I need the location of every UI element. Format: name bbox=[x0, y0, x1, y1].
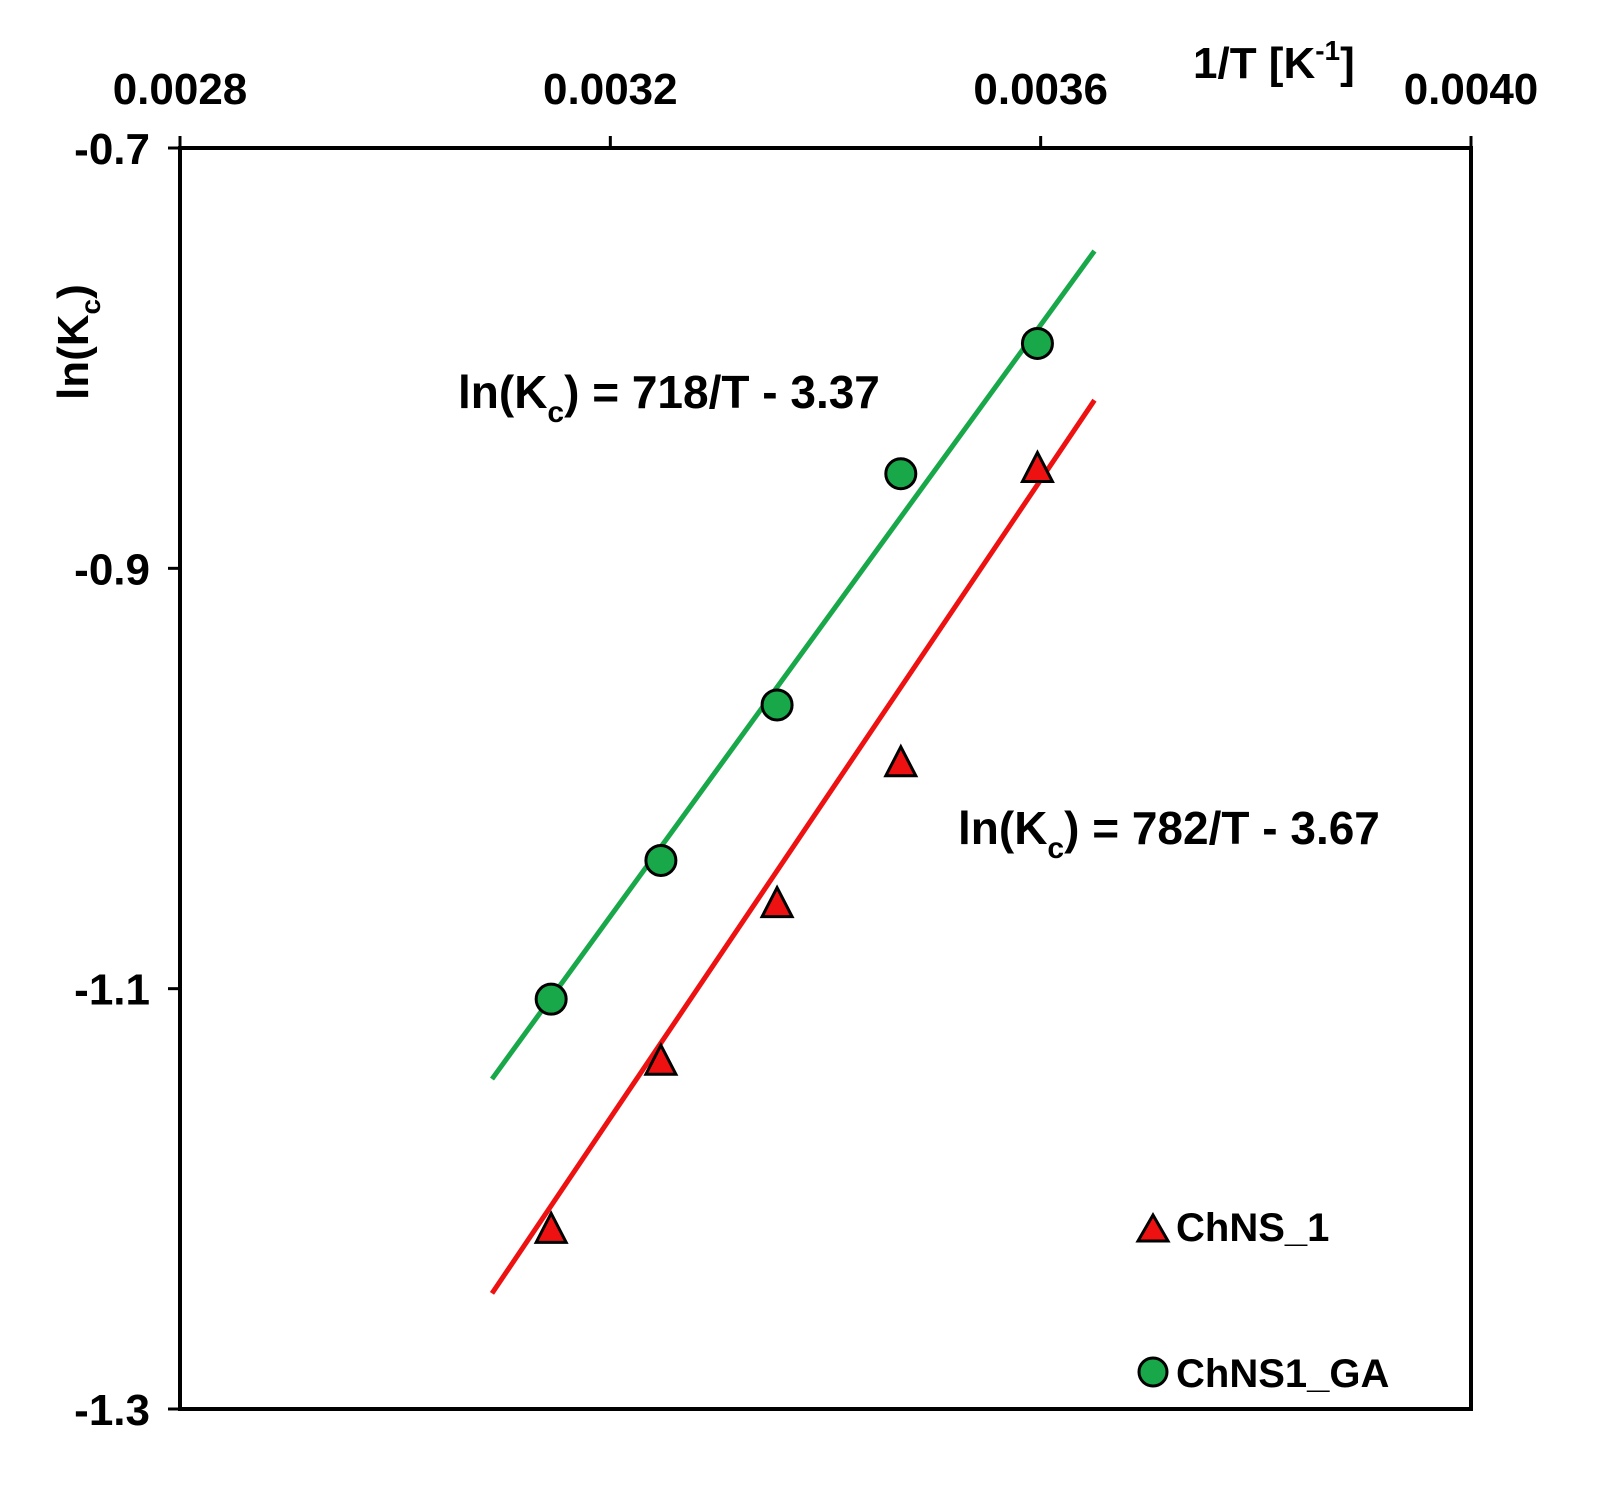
legend-label-chns-1: ChNS_1 bbox=[1176, 1206, 1329, 1250]
data-point-chns1-ga bbox=[884, 457, 918, 491]
legend-triangle-icon bbox=[1135, 1211, 1171, 1243]
equation-chns-1: ln(Kc) = 782/T - 3.67 bbox=[958, 802, 1380, 865]
x-tick-label: 0.0028 bbox=[113, 65, 248, 114]
legend-circle-icon bbox=[1137, 1356, 1169, 1388]
equation-chns-1-subscript: c bbox=[1047, 832, 1064, 865]
x-tick-label: 0.0040 bbox=[1404, 65, 1539, 114]
y-axis-title-subscript: c bbox=[75, 299, 106, 315]
y-axis-title: ln(Kc) bbox=[49, 284, 106, 400]
plot-frame bbox=[178, 146, 1473, 1411]
x-axis-title-superscript: -1 bbox=[1315, 35, 1340, 66]
data-point-chns1-ga bbox=[534, 982, 568, 1016]
x-axis-title-text: 1/T [K bbox=[1193, 39, 1315, 88]
legend: ChNS_1 ChNS1_GA bbox=[1135, 1206, 1389, 1396]
fit-lines bbox=[489, 249, 1097, 1295]
equation-chns1-ga: ln(Kc) = 718/T - 3.37 bbox=[458, 366, 880, 429]
x-axis-title: 1/T [K-1] bbox=[1193, 35, 1355, 88]
data-point-chns-1 bbox=[533, 1210, 569, 1244]
y-tick-label: -1.1 bbox=[74, 966, 150, 1015]
data-point-chns1-ga bbox=[644, 843, 678, 877]
equation-chns-1-prefix: ln(K bbox=[958, 802, 1047, 854]
x-axis-ticks: 0.0028 0.0032 0.0036 0.0040 bbox=[113, 65, 1539, 148]
y-tick-label: -0.9 bbox=[74, 545, 150, 594]
y-tick-label: -1.3 bbox=[74, 1386, 150, 1435]
data-point-chns-1 bbox=[883, 743, 919, 778]
data-point-chns-1 bbox=[643, 1041, 679, 1076]
y-axis-title-suffix: ) bbox=[49, 284, 98, 299]
equation-chns1-ga-prefix: ln(K bbox=[458, 366, 547, 418]
x-tick-label: 0.0036 bbox=[973, 65, 1108, 114]
x-tick-label: 0.0032 bbox=[543, 65, 678, 114]
y-tick-label: -0.7 bbox=[74, 125, 150, 174]
data-point-chns-1 bbox=[759, 884, 795, 919]
equation-chns-1-suffix: ) = 782/T - 3.67 bbox=[1064, 802, 1380, 854]
equation-chns1-ga-suffix: ) = 718/T - 3.37 bbox=[564, 366, 880, 418]
y-axis-ticks: -0.7 -0.9 -1.1 -1.3 bbox=[74, 125, 180, 1435]
x-axis-title-suffix: ] bbox=[1340, 39, 1355, 88]
data-point-chns1-ga bbox=[760, 688, 794, 722]
data-point-chns1-ga bbox=[1020, 326, 1054, 360]
fit-line-chns-1 bbox=[489, 398, 1097, 1295]
data-markers bbox=[533, 326, 1055, 1244]
fit-line-chns1-ga bbox=[489, 249, 1097, 1081]
equation-chns1-ga-subscript: c bbox=[547, 396, 564, 429]
legend-label-chns1-ga: ChNS1_GA bbox=[1176, 1352, 1389, 1396]
data-point-chns-1 bbox=[1019, 449, 1055, 484]
y-axis-title-text: ln(K bbox=[49, 314, 98, 400]
